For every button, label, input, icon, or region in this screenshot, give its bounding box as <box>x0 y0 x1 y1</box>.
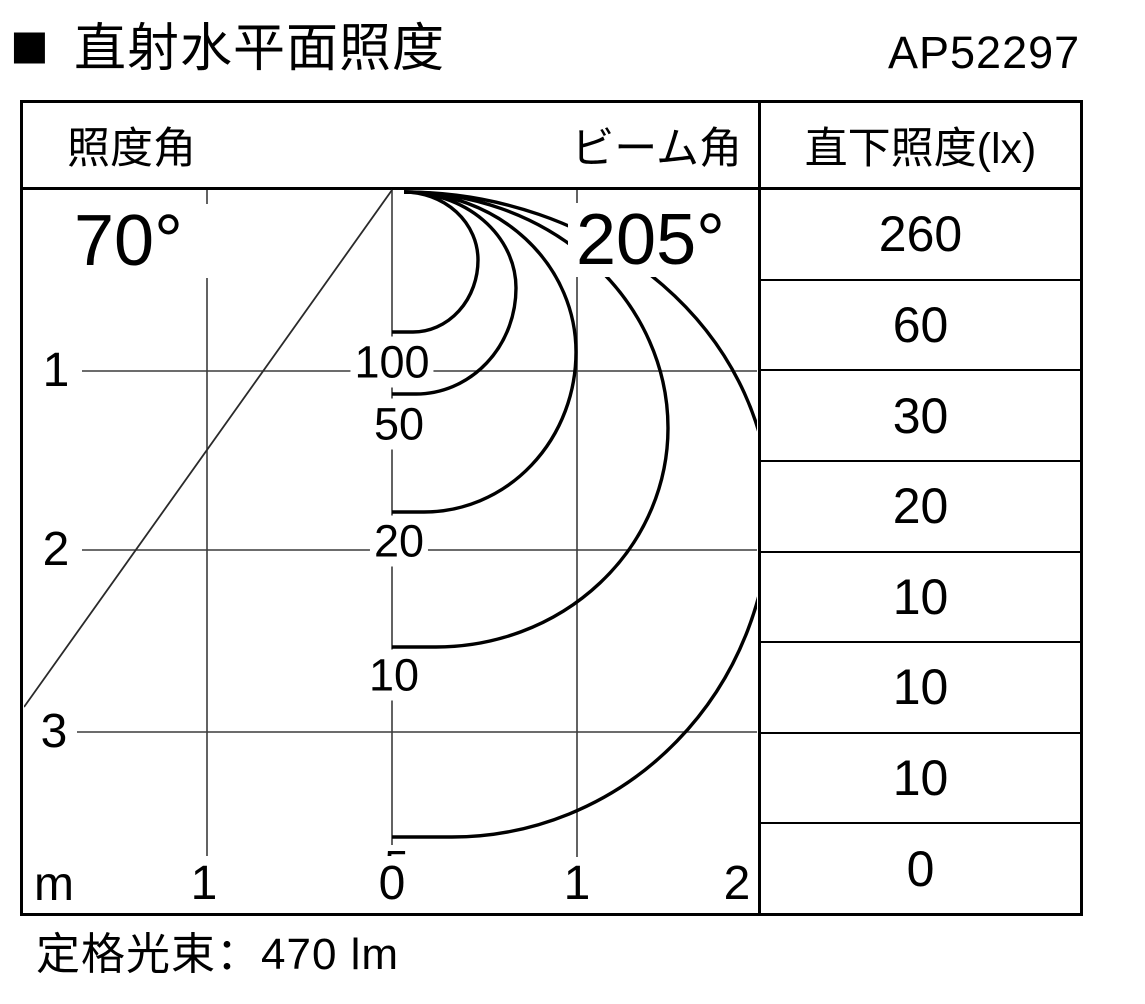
direct-illuminance-rows: 260 60 30 20 10 10 10 0 <box>761 190 1080 913</box>
photometric-table: 照度角 ビーム角 直下照度(lx) 260 60 30 20 10 10 10 … <box>20 100 1083 916</box>
table-row: 20 <box>761 462 1080 553</box>
illuminance-value: 20 <box>892 478 949 535</box>
isolux-label-5: 5 <box>383 845 410 856</box>
illuminance-value: 60 <box>892 296 949 353</box>
x-tick-minus1: 1 <box>190 857 218 910</box>
y-tick-2: 2 <box>42 523 70 576</box>
chart-cell-header: 照度角 ビーム角 <box>23 103 758 190</box>
table-row: 0 <box>761 824 1080 913</box>
illuminance-value: 0 <box>906 840 935 897</box>
rated-luminous-flux: 定格光束：470 lm <box>36 930 400 979</box>
illuminance-angle-label: 照度角 <box>67 125 196 173</box>
x-tick-1: 1 <box>563 857 591 910</box>
x-tick-0: 0 <box>378 857 406 910</box>
table-row: 260 <box>761 190 1080 281</box>
illuminance-value: 10 <box>892 659 949 716</box>
chart-cell: 照度角 ビーム角 <box>23 103 761 913</box>
x-tick-2: 2 <box>723 857 751 910</box>
table-row: 30 <box>761 371 1080 462</box>
table-row: 60 <box>761 281 1080 372</box>
title-marker-icon: ■ <box>10 9 49 81</box>
isolux-label-100: 100 <box>350 336 434 388</box>
product-code: AP52297 <box>888 27 1081 78</box>
illuminance-value: 10 <box>892 568 949 625</box>
illuminance-value: 10 <box>892 750 949 807</box>
illuminance-value: 260 <box>878 206 963 263</box>
y-tick-3: 3 <box>40 705 68 758</box>
beam-angle-value: 205° <box>568 203 733 277</box>
y-tick-1: 1 <box>42 344 70 397</box>
isolux-label-10: 10 <box>364 649 424 701</box>
beam-angle-label: ビーム角 <box>571 125 742 173</box>
direct-illuminance-header: 直下照度(lx) <box>761 103 1080 190</box>
isolux-label-20: 20 <box>369 515 429 567</box>
table-row: 10 <box>761 643 1080 734</box>
table-row: 10 <box>761 734 1080 825</box>
direct-illuminance-column: 直下照度(lx) 260 60 30 20 10 10 10 0 <box>761 103 1080 913</box>
illuminance-angle-value: 70° <box>58 204 233 278</box>
y-axis-unit: m <box>34 858 74 911</box>
page-title: 直射水平面照度 <box>74 20 446 78</box>
isolux-label-50: 50 <box>369 398 429 450</box>
illuminance-value: 30 <box>892 387 949 444</box>
table-row: 10 <box>761 553 1080 644</box>
